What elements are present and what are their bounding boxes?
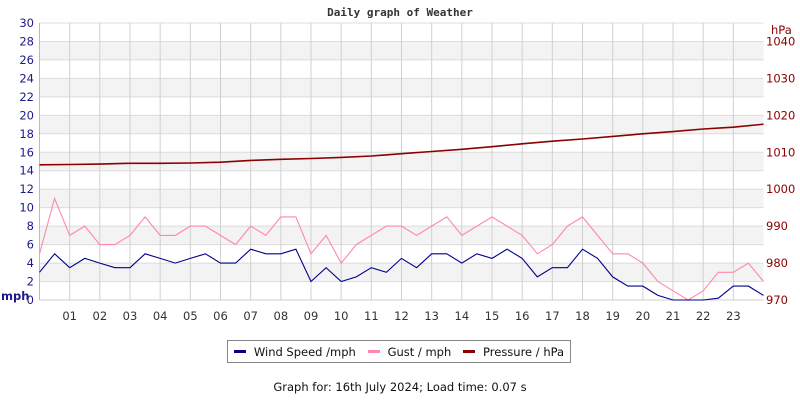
x-tick-label: 03	[123, 309, 138, 323]
x-tick-label: 01	[62, 309, 77, 323]
legend-pressure: Pressure / hPa	[463, 345, 564, 359]
x-tick-label: 04	[153, 309, 168, 323]
x-tick-label: 19	[605, 309, 620, 323]
left-tick-label: 4	[27, 256, 34, 270]
legend-label: Gust / mph	[387, 344, 452, 359]
pressure-swatch	[463, 350, 476, 353]
left-tick-label: 0	[27, 293, 34, 307]
x-tick-label: 12	[394, 309, 409, 323]
x-tick-label: 06	[213, 309, 228, 323]
right-tick-label: 1020	[766, 108, 795, 122]
left-tick-label: 20	[19, 108, 34, 122]
x-tick-label: 10	[334, 309, 349, 323]
left-tick-label: 2	[27, 275, 34, 289]
x-tick-label: 23	[726, 309, 741, 323]
x-tick-label: 08	[274, 309, 289, 323]
gust-swatch	[367, 350, 380, 353]
series-line-pressure	[39, 123, 764, 166]
series-line-gust	[38, 196, 764, 301]
left-axis-label: mph	[1, 289, 29, 303]
right-tick-label: 980	[766, 256, 788, 270]
right-tick-label: 1000	[766, 182, 795, 196]
left-tick-label: 8	[27, 219, 34, 233]
left-tick-label: 12	[19, 182, 34, 196]
wind-swatch	[233, 350, 246, 353]
legend-gust: Gust / mph	[367, 344, 452, 359]
left-tick-label: 18	[19, 127, 34, 141]
left-tick-label: 16	[19, 145, 34, 159]
x-tick-label: 14	[455, 309, 470, 323]
right-tick-label: 990	[766, 219, 788, 233]
footer: Graph for: 16th July 2024; Load time: 0.…	[273, 380, 527, 394]
x-tick-label: 16	[515, 309, 530, 323]
left-tick-label: 10	[19, 201, 34, 215]
left-tick-label: 6	[27, 238, 34, 252]
legend-label: Pressure / hPa	[483, 344, 565, 359]
x-tick-label: 15	[485, 309, 500, 323]
right-tick-label: 1030	[766, 71, 795, 85]
chart-title: Daily graph of Weather	[327, 6, 473, 19]
x-tick-label: 07	[243, 309, 258, 323]
x-tick-label: 11	[364, 309, 379, 323]
legend-wind: Wind Speed /mph	[233, 344, 356, 359]
legend: Wind Speed /mph Gust / mph Pressure / hP…	[227, 340, 571, 363]
x-tick-label: 22	[696, 309, 711, 323]
x-tick-label: 02	[93, 309, 108, 323]
x-tick-label: 20	[636, 309, 651, 323]
left-tick-label: 24	[19, 71, 34, 85]
left-tick-label: 28	[19, 34, 34, 48]
x-tick-label: 13	[424, 309, 439, 323]
right-axis-label: hPa	[771, 23, 792, 37]
x-tick-label: 09	[304, 309, 319, 323]
x-tick-label: 21	[666, 309, 681, 323]
x-tick-label: 17	[545, 309, 560, 323]
x-tick-label: 05	[183, 309, 198, 323]
x-tick-label: 18	[575, 309, 590, 323]
left-tick-label: 30	[19, 16, 34, 30]
series-line-wind	[39, 248, 764, 301]
right-tick-label: 1010	[766, 145, 795, 159]
left-tick-label: 22	[19, 90, 34, 104]
legend-label: Wind Speed /mph	[253, 344, 356, 359]
left-tick-label: 14	[19, 164, 34, 178]
left-tick-label: 26	[19, 53, 34, 67]
right-tick-label: 1040	[766, 34, 795, 48]
right-tick-label: 970	[766, 293, 788, 307]
